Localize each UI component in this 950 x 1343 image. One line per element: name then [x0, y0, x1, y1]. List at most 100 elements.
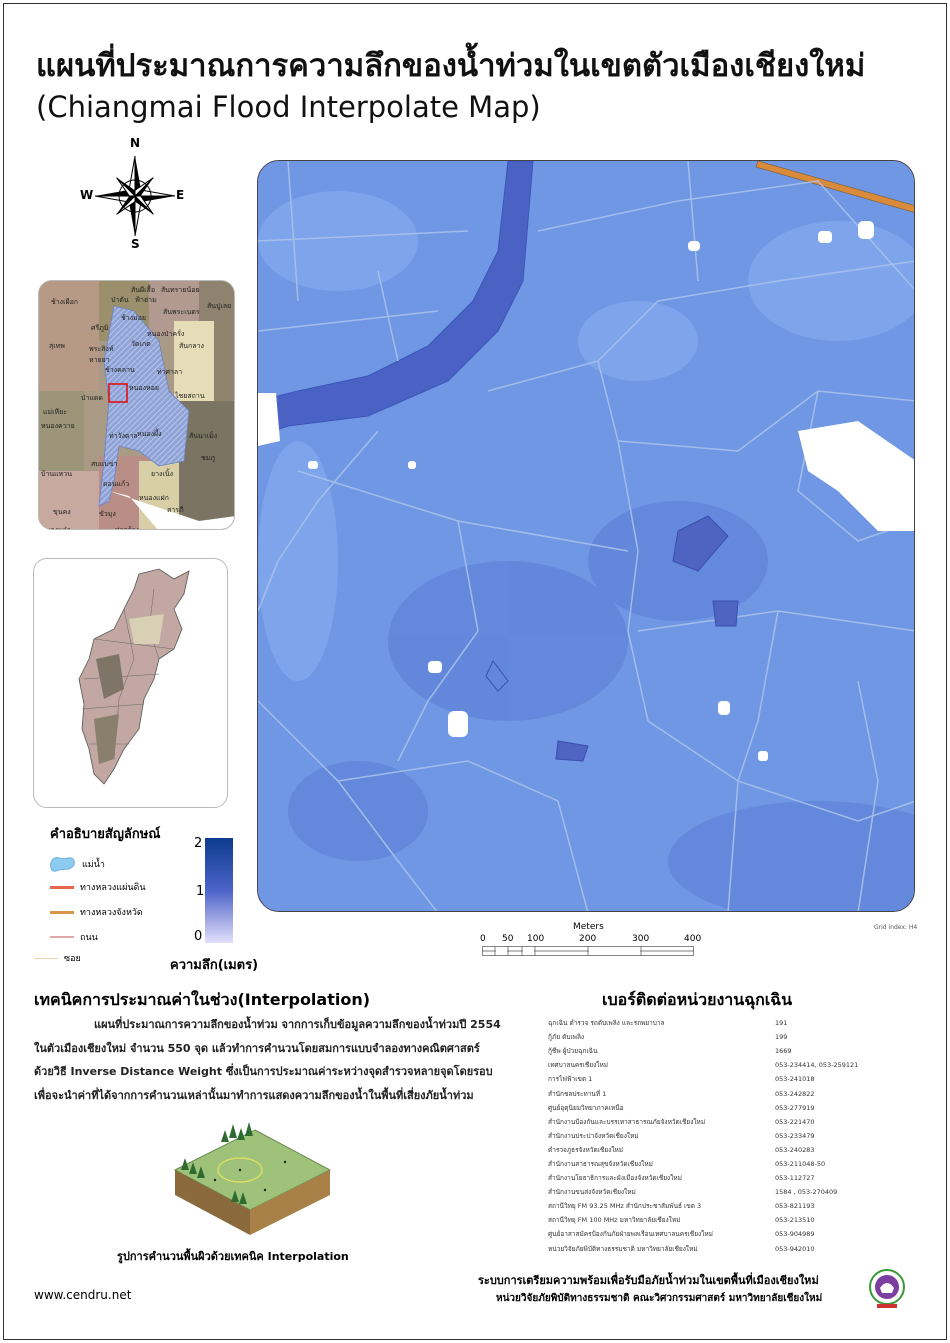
contact-row: สถานีวิทยุ FM 100 MHz มหาวิทยาลัยเชียงให…: [548, 1213, 868, 1227]
contact-name: สำนักงานประปาจังหวัดเชียงใหม่: [548, 1131, 639, 1140]
contact-row: หน่วยวิจัยภัยพิบัติทางธรรมชาติ มหาวิทยาล…: [548, 1242, 868, 1256]
contact-phone: 199: [775, 1033, 788, 1042]
scale-tick: 0: [480, 934, 486, 944]
contact-row: ศูนย์อุตุนิยมวิทยาภาคเหนือ 053-277919: [548, 1101, 868, 1115]
district-label: บ้านแหวน: [41, 470, 73, 478]
district-label: สุเทพ: [49, 342, 65, 350]
legend-item-river: แม่น้ำ: [50, 855, 105, 873]
university-logo-icon: [864, 1266, 910, 1316]
legend-label: แม่น้ำ: [82, 860, 105, 870]
line-swatch-icon: [34, 957, 58, 959]
legend-label: ทางหลวงแผ่นดิน: [80, 883, 146, 893]
district-label: ท่าวังตาล: [109, 432, 138, 440]
contact-name: สำนักงานโยธาธิการและผังเมืองจังหวัดเชียง…: [548, 1174, 682, 1183]
district-label: สันนาเม็ง: [189, 432, 218, 440]
poster-frame: [3, 3, 947, 1340]
district-label: แม่เหียะ: [43, 408, 67, 416]
line-swatch-icon: [50, 885, 74, 889]
scale-tick: 400: [684, 934, 702, 944]
description-line: ในตัวเมืองเชียงใหม่ จำนวน 550 จุด แล้วทำ…: [34, 1041, 480, 1055]
contact-phone: 053-211048-50: [775, 1159, 826, 1168]
contact-row: กู้ภัย ดับเพลิง 199: [548, 1030, 868, 1044]
contact-name: เทศบาลนครเชียงใหม่: [548, 1061, 609, 1070]
legend-label: ซอย: [64, 954, 81, 964]
contact-name: ศูนย์อุตุนิยมวิทยาภาคเหนือ: [548, 1103, 624, 1112]
scale-tick: 300: [632, 934, 650, 944]
contact-name: กู้ภัย ดับเพลิง: [548, 1033, 585, 1042]
legend-item-national-highway: ทางหลวงแผ่นดิน: [50, 880, 146, 894]
contact-name: หน่วยวิจัยภัยพิบัติทางธรรมชาติ มหาวิทยาล…: [548, 1244, 698, 1253]
district-label: หนองแก๋ว: [41, 526, 71, 530]
district-label: หนองควาย: [41, 422, 75, 430]
scale-tick: 50: [502, 934, 514, 944]
contact-name: สำนักงานขนส่งจังหวัดเชียงใหม่: [548, 1188, 636, 1197]
contact-name: ฉุกเฉิน ตำรวจ รถดับเพลิง และรถพยาบาล: [548, 1019, 665, 1028]
contact-row: สำนักงานประปาจังหวัดเชียงใหม่ 053-233479: [548, 1129, 868, 1143]
contact-phone: 053-112727: [775, 1174, 815, 1183]
footer-system-name: ระบบการเตรียมความพร้อมเพื่อรับมือภัยน้ำท…: [478, 1274, 819, 1287]
contact-phone: 053-277919: [775, 1103, 815, 1112]
district-label: ท่าศาลา: [157, 368, 183, 376]
province-inset-map: [33, 558, 228, 808]
illustration-caption: รูปการคำนวนพื้นผิวด้วยเทคนิค Interpolati…: [117, 1250, 349, 1263]
website-link[interactable]: www.cendru.net: [34, 1288, 132, 1302]
scale-bar: Meters 0 50 100 200 300 400: [480, 920, 720, 960]
interpolation-description: แผนที่ประมาณการความลึกของน้ำท่วม จากการเ…: [34, 1013, 514, 1107]
district-label: ขัวมุง: [99, 510, 116, 518]
contact-name: ศูนย์อาสาสมัครป้องกันภัยฝ่ายพลเรือนเทศบา…: [548, 1230, 713, 1239]
district-label: ป่าแดด: [81, 394, 103, 402]
contact-phone: 1669: [775, 1047, 792, 1056]
contact-phone: 1584 , 053-270409: [775, 1188, 838, 1197]
line-swatch-icon: [50, 936, 74, 938]
scale-tick: 200: [579, 934, 597, 944]
contact-phone: 053-904989: [775, 1230, 815, 1239]
compass-rose-icon: N S E W: [80, 136, 190, 251]
contact-phone: 191: [775, 1019, 788, 1028]
scale-unit: Meters: [573, 922, 604, 932]
district-label: วัดเกต: [131, 340, 151, 348]
district-label: สันทรายน้อย: [161, 286, 200, 294]
depth-color-ramp: [205, 838, 233, 943]
contact-row: สำนักงานขนส่งจังหวัดเชียงใหม่ 1584 , 053-…: [548, 1185, 868, 1199]
district-label: หายยา: [89, 356, 110, 364]
scale-tick: 100: [527, 934, 545, 944]
legend-item-road: ถนน: [50, 930, 98, 944]
contact-row: สถานีวิทยุ FM 93.25 MHz สำนักประชาสัมพัน…: [548, 1199, 868, 1213]
contact-phone: 053-240283: [775, 1145, 815, 1154]
description-line: ด้วยวิธี Inverse Distance Weight ซึ่งเป็…: [34, 1065, 493, 1078]
compass-e: E: [176, 188, 185, 202]
interpolation-title: เทคนิคการประมาณค่าในช่วง(Interpolation): [34, 990, 371, 1009]
contact-name: กู้ชีพ ผู้ป่วยฉุกเฉิน: [548, 1047, 598, 1056]
legend-title: คำอธิบายสัญลักษณ์: [50, 827, 161, 842]
district-label: สบแม่ข่า: [91, 460, 118, 468]
contact-row: กู้ชีพ ผู้ป่วยฉุกเฉิน 1669: [548, 1044, 868, 1058]
legend-item-alley: ซอย: [34, 951, 81, 965]
contact-row: การไฟฟ้าเขต 1 053-241018: [548, 1072, 868, 1086]
district-inset-map: ช้างเผือก ป่าตัน สันผีเสื้อ ฟ้าฮ่าม สันทรายน…: [38, 280, 235, 530]
ramp-min: 0: [194, 929, 203, 944]
district-label: ฟ้าฮ่าม: [135, 296, 157, 304]
contact-name: ตำรวจภูธรจังหวัดเชียงใหม่: [548, 1145, 624, 1154]
ramp-mid: 1: [196, 884, 205, 899]
district-label: ยางเนิ้ง: [151, 470, 174, 478]
contact-row: ศูนย์อาสาสมัครป้องกันภัยฝ่ายพลเรือนเทศบา…: [548, 1227, 868, 1241]
contact-phone: 053-221470: [775, 1117, 815, 1126]
compass-s: S: [131, 237, 140, 251]
page-title: แผนที่ประมาณการความลึกของน้ำท่วมในเขตตัว…: [36, 48, 866, 84]
contacts-title: เบอร์ติดต่อหน่วยงานฉุกเฉิน: [602, 990, 793, 1009]
district-label: ช้างม่อย: [121, 314, 147, 322]
grid-index: Grid index: H4: [874, 924, 918, 931]
contact-phone: 053-242822: [775, 1089, 815, 1098]
district-label: ช้างเผือก: [51, 298, 79, 306]
ramp-max: 2: [194, 836, 203, 851]
contact-phone: 053-213510: [775, 1216, 815, 1225]
contact-row: สำนักชลประทานที่ 1 053-242822: [548, 1086, 868, 1100]
interpolation-surface-illustration: [165, 1110, 335, 1244]
district-label: ท่ากว้าง: [115, 526, 140, 530]
emergency-contacts-table: ฉุกเฉิน ตำรวจ รถดับเพลิง และรถพยาบาล 191 ก…: [548, 1016, 868, 1256]
district-label: หนองแฝก: [139, 494, 169, 502]
compass-w: W: [80, 188, 94, 202]
district-label: ไชยสถาน: [175, 392, 205, 400]
district-label: พระสิงห์: [89, 345, 114, 353]
contact-row: สำนักงานสาธารณสุขจังหวัดเชียงใหม่ 053-211…: [548, 1157, 868, 1171]
